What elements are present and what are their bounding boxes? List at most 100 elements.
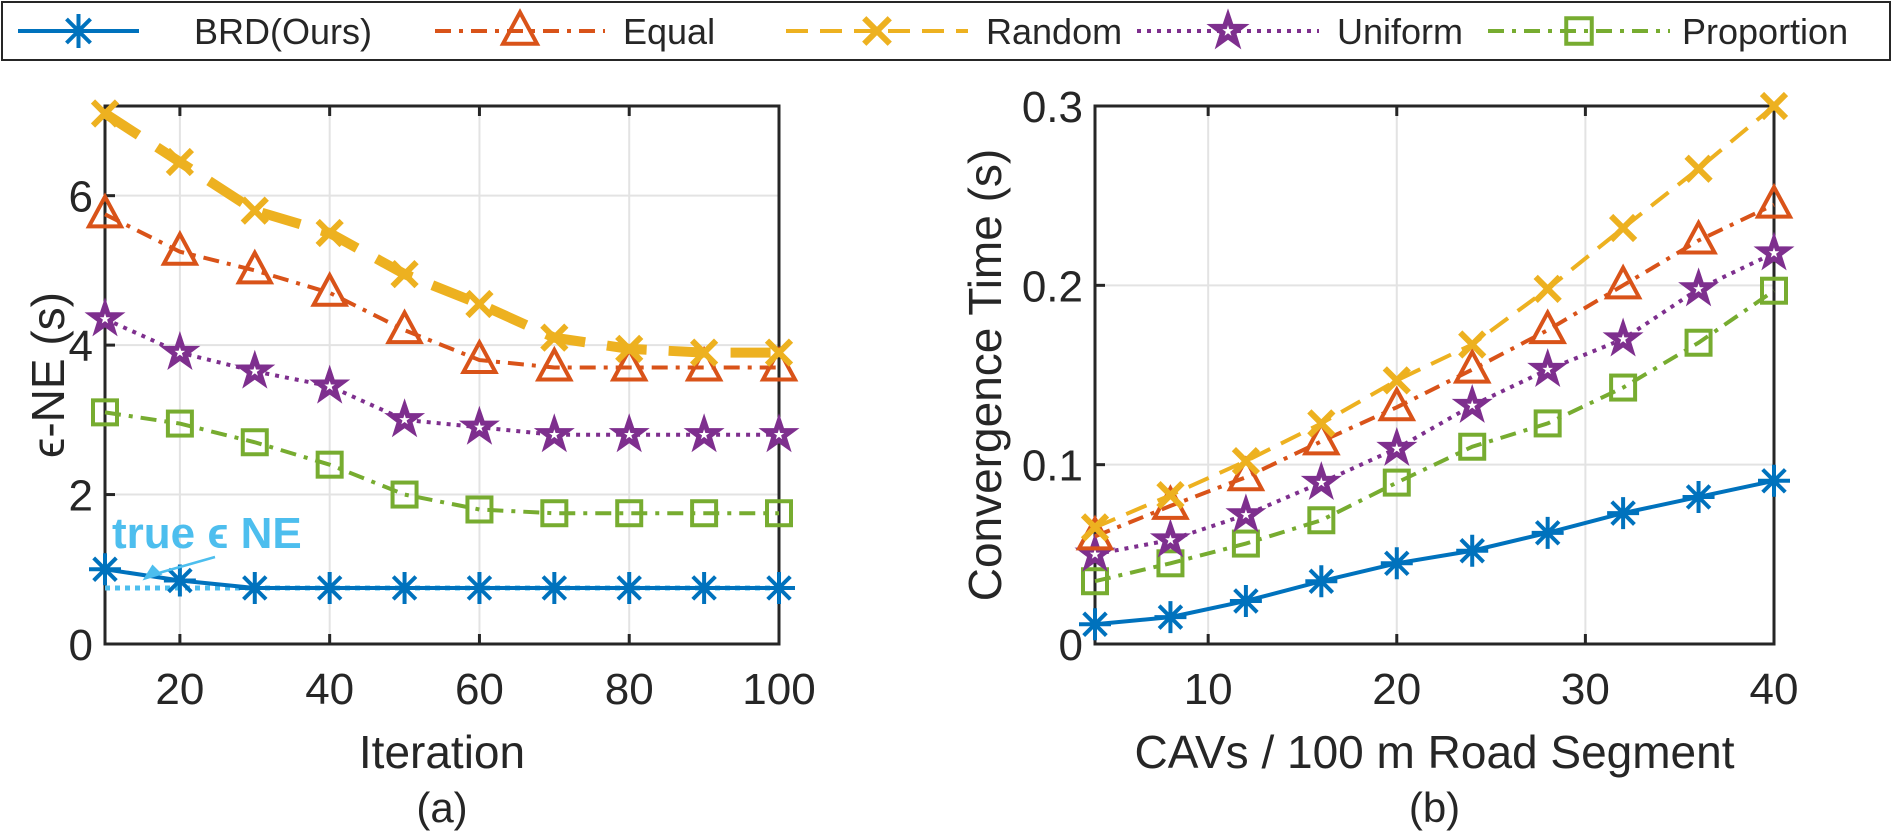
series-line-random bbox=[1094, 104, 1776, 530]
data-point-random bbox=[1080, 513, 1110, 542]
data-point-equal bbox=[1301, 419, 1341, 456]
data-point-brd-ours bbox=[1531, 516, 1564, 549]
data-point-equal bbox=[1528, 308, 1568, 345]
data-point-random bbox=[689, 338, 719, 367]
data-point-proportion bbox=[1382, 468, 1411, 497]
series-line-proportion bbox=[104, 410, 779, 516]
legend-item-random: Random bbox=[786, 11, 1122, 52]
legend-marker-brd-ours bbox=[61, 14, 96, 48]
data-point-equal bbox=[534, 345, 574, 382]
series-line-brd-ours bbox=[1094, 478, 1775, 627]
data-point-proportion bbox=[1533, 409, 1562, 438]
x-tick-label: 40 bbox=[1750, 665, 1799, 714]
data-point-equal bbox=[1679, 218, 1718, 255]
legend-item-uniform: Uniform bbox=[1137, 8, 1463, 52]
data-point-equal bbox=[85, 192, 125, 229]
data-point-random bbox=[390, 260, 419, 289]
series-line-equal bbox=[1094, 202, 1775, 539]
data-point-proportion bbox=[615, 499, 644, 528]
data-point-random bbox=[165, 147, 195, 177]
data-point-random bbox=[540, 323, 569, 352]
series-line-equal bbox=[104, 212, 779, 370]
legend-label-proportion: Proportion bbox=[1682, 11, 1848, 52]
y-tick-label: 4 bbox=[69, 322, 93, 371]
data-point-uniform-center bbox=[1316, 477, 1327, 488]
data-point-brd-ours bbox=[763, 571, 795, 604]
x-tick-label: 100 bbox=[742, 665, 815, 714]
data-point-uniform-center bbox=[174, 347, 186, 357]
data-point-equal bbox=[1603, 263, 1643, 300]
legend-item-equal: Equal bbox=[435, 8, 715, 52]
data-point-proportion bbox=[690, 499, 719, 528]
data-point-equal bbox=[1754, 182, 1794, 219]
data-point-random bbox=[1759, 91, 1789, 121]
data-point-brd-ours bbox=[1682, 480, 1715, 513]
series-line-brd-ours bbox=[104, 567, 779, 590]
data-point-uniform-center bbox=[1391, 443, 1402, 453]
data-point-uniform-center bbox=[549, 429, 560, 440]
data-point-random bbox=[240, 196, 269, 225]
data-point-equal bbox=[385, 308, 424, 345]
x-tick-label: 40 bbox=[305, 665, 354, 714]
annotation-true-ne: true ϵ NE bbox=[112, 509, 302, 558]
data-point-random bbox=[315, 218, 344, 248]
data-point-random bbox=[1533, 274, 1562, 304]
data-point-equal bbox=[460, 338, 499, 375]
data-point-brd-ours bbox=[1380, 547, 1413, 580]
data-point-brd-ours bbox=[613, 571, 646, 604]
data-point-uniform-center bbox=[1240, 509, 1252, 520]
series-equal bbox=[1075, 182, 1794, 551]
panel-caption: (b) bbox=[1409, 784, 1460, 831]
x-axis-label: Iteration bbox=[359, 726, 525, 778]
data-point-brd-ours bbox=[163, 564, 196, 597]
y-tick-label: 6 bbox=[69, 173, 93, 222]
data-point-proportion bbox=[1156, 549, 1185, 578]
data-point-uniform-center bbox=[399, 414, 410, 425]
data-point-brd-ours bbox=[688, 571, 721, 604]
data-point-proportion bbox=[1081, 567, 1109, 596]
data-point-random bbox=[1608, 213, 1638, 243]
data-point-random bbox=[465, 289, 494, 319]
data-point-brd-ours bbox=[1456, 534, 1489, 567]
data-point-proportion bbox=[1609, 373, 1638, 402]
data-point-proportion bbox=[240, 428, 269, 457]
data-point-uniform-center bbox=[99, 313, 111, 324]
data-point-random bbox=[1684, 154, 1713, 183]
data-point-uniform-center bbox=[474, 421, 485, 432]
data-point-uniform-center bbox=[698, 429, 710, 440]
data-point-random bbox=[90, 99, 120, 128]
data-point-proportion bbox=[91, 398, 119, 427]
x-tick-label: 60 bbox=[455, 665, 504, 714]
data-point-random bbox=[1382, 366, 1411, 395]
legend-marker-random bbox=[862, 16, 892, 46]
x-axis-label: CAVs / 100 m Road Segment bbox=[1135, 726, 1735, 778]
data-point-brd-ours bbox=[388, 571, 421, 604]
series-brd-ours bbox=[1079, 464, 1790, 641]
data-point-proportion bbox=[1231, 529, 1260, 558]
data-point-proportion bbox=[1684, 328, 1713, 357]
data-point-random bbox=[1231, 446, 1261, 476]
data-point-proportion bbox=[1760, 276, 1788, 305]
data-point-equal bbox=[310, 271, 350, 307]
y-tick-label: 0 bbox=[69, 621, 93, 670]
chart-a: 20 40 60 80 100 0 2 4 6 Iteration (a) ϵ-NE (s) true … bbox=[22, 99, 816, 831]
legend-label-uniform: Uniform bbox=[1337, 11, 1463, 52]
series-line-uniform bbox=[104, 317, 779, 437]
legend-item-brd-ours: BRD(Ours) bbox=[18, 11, 372, 52]
data-point-uniform-center bbox=[1467, 400, 1478, 410]
data-point-brd-ours bbox=[463, 571, 496, 604]
data-point-proportion bbox=[540, 499, 569, 528]
data-point-proportion bbox=[1307, 506, 1336, 535]
x-tick-label: 80 bbox=[605, 665, 654, 714]
legend-label-random: Random bbox=[986, 11, 1122, 52]
data-point-uniform-center bbox=[1617, 333, 1629, 344]
data-point-proportion bbox=[1458, 432, 1487, 461]
data-point-brd-ours bbox=[538, 571, 571, 604]
data-point-brd-ours bbox=[1154, 601, 1187, 634]
data-point-brd-ours bbox=[238, 571, 271, 604]
series-proportion bbox=[91, 398, 793, 528]
data-point-equal bbox=[160, 229, 200, 266]
series-random bbox=[1080, 91, 1789, 542]
plot-area bbox=[103, 104, 781, 646]
